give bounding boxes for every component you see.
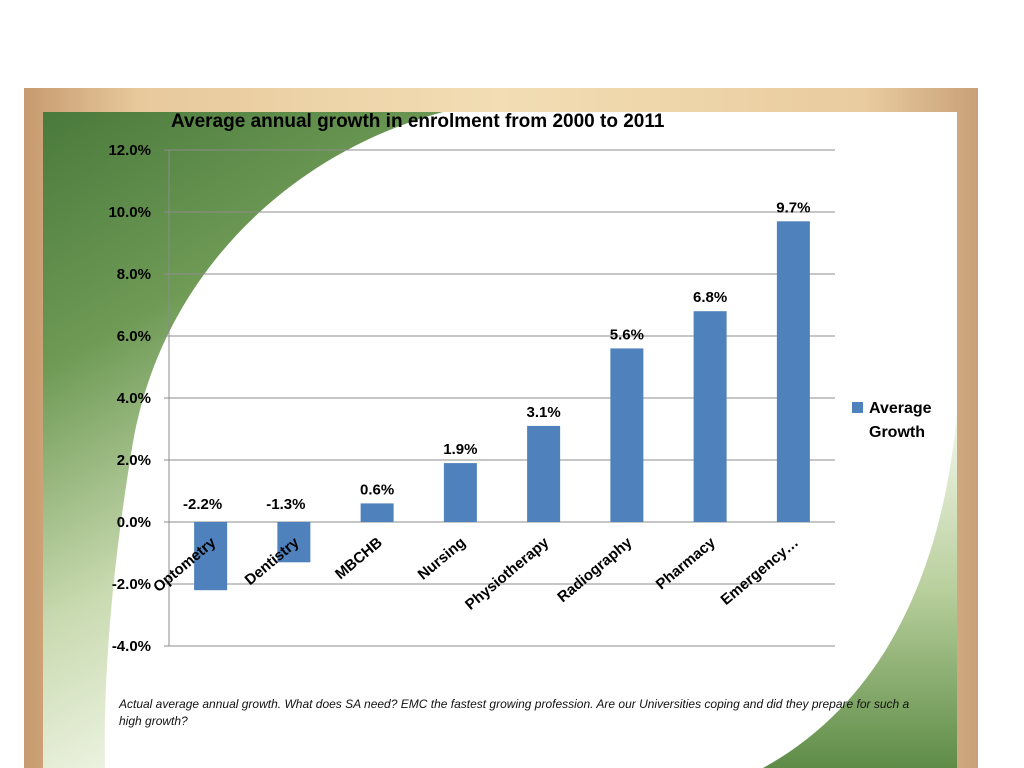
left-swoosh [43,112,443,768]
legend: Average Growth [852,400,932,441]
bar-mbchb [360,503,394,522]
data-label: 9.7% [776,199,810,216]
slide-caption: Actual average annual growth. What does … [119,697,910,728]
bar-emergency [776,221,810,523]
bar-physiotherapy [527,425,561,522]
bars [194,221,810,591]
y-tick-label: 6.0% [117,328,151,345]
bar-dentistry [277,522,311,563]
chart-title: Average annual growth in enrolment from … [171,111,665,132]
y-tick-label: -2.0% [112,576,151,593]
category-labels: Optometry Dentistry MBCHB NursingPhysiother… [150,534,802,614]
bar-radiography [610,348,644,522]
category-label: MBCHB [332,534,386,583]
data-label: -1.3% [266,496,305,513]
y-tick-label: 12.0% [108,142,151,159]
legend-label: Growth [869,424,925,441]
data-label: 5.6% [610,326,644,343]
category-label: Nursing [415,534,469,583]
data-label: 3.1% [527,404,561,421]
data-labels: -2.2% -1.3% 0.6% 1.9% 3.1% 5.6% 6.8% 9.7% [183,199,810,513]
legend-label: Average [869,400,932,417]
right-swoosh [763,412,957,768]
data-label: 0.6% [360,481,394,498]
legend-swatch [852,402,863,413]
data-label: -2.2% [183,496,222,513]
y-tick-label: 8.0% [117,266,151,283]
y-tick-label: 4.0% [117,390,151,407]
category-label: Emergency… [718,534,802,609]
bar-pharmacy [693,311,727,522]
category-label: Radiography [554,534,636,606]
y-tick-label: 0.0% [117,514,151,531]
y-tick-label: -4.0% [112,638,151,655]
y-tick-label: 2.0% [117,452,151,469]
y-axis: 12.0% 10.0% 8.0% 6.0% 4.0% 2.0% 0.0% -2.0% -4.0% [108,142,170,655]
y-tick-label: 10.0% [108,204,151,221]
bar-nursing [443,463,477,522]
green-swoosh-decoration [43,112,957,768]
category-label: Physiotherapy [462,534,553,614]
data-label: 1.9% [443,441,477,458]
data-label: 6.8% [693,289,727,306]
bar-optometry [194,522,228,591]
